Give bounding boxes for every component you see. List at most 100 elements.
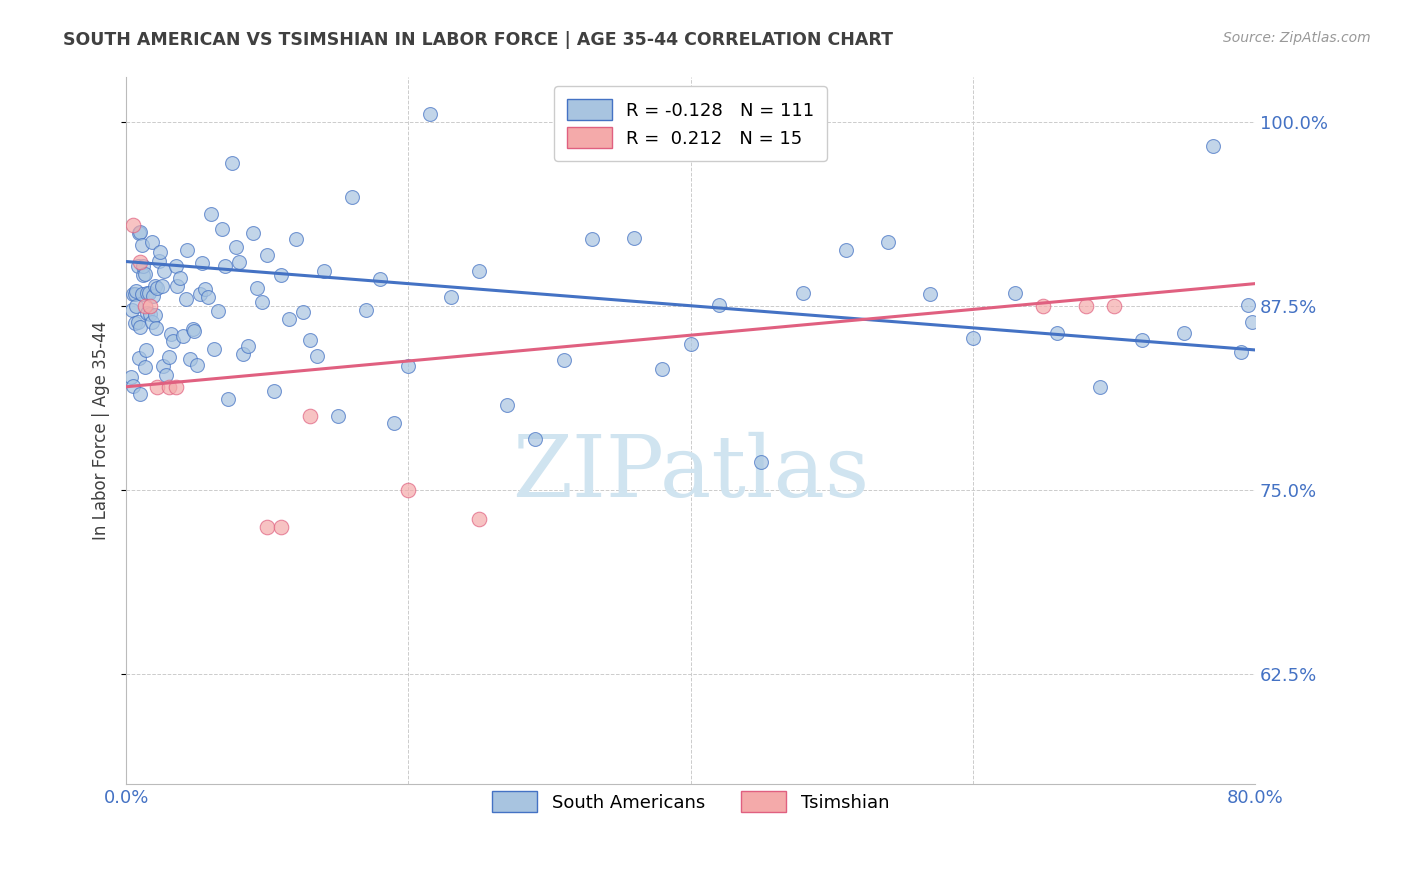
Point [194,283,217,297]
Point [382,417,405,431]
Point [225,240,247,254]
Point [136,306,159,320]
Point [1004,286,1026,301]
Point [1130,334,1153,348]
Point [129,387,152,401]
Point [291,305,314,319]
Point [284,232,307,246]
Point [122,218,145,232]
Point [122,287,145,301]
Point [143,308,166,322]
Point [125,284,148,298]
Point [1074,299,1097,313]
Point [877,235,900,250]
Point [172,329,194,343]
Point [398,359,420,373]
Point [146,281,169,295]
Point [128,226,150,240]
Point [183,324,205,338]
Point [920,287,942,301]
Point [211,222,233,236]
Text: SOUTH AMERICAN VS TSIMSHIAN IN LABOR FORCE | AGE 35-44 CORRELATION CHART: SOUTH AMERICAN VS TSIMSHIAN IN LABOR FOR… [63,31,893,49]
Point [440,290,463,304]
Point [202,342,225,356]
Point [962,331,984,345]
Point [263,384,285,399]
Point [553,353,575,368]
Point [1173,326,1195,340]
Point [176,243,198,257]
Point [200,207,222,221]
Point [246,281,269,295]
Point [188,287,211,301]
Point [197,290,219,304]
Point [153,263,176,277]
Point [419,107,441,121]
Point [468,512,491,526]
Point [148,253,170,268]
Point [139,299,162,313]
Point [250,295,273,310]
Point [152,359,174,373]
Point [139,307,162,321]
Point [124,287,146,301]
Point [143,279,166,293]
Point [145,321,167,335]
Point [121,303,143,318]
Point [221,155,243,169]
Point [256,248,278,262]
Point [236,339,259,353]
Point [191,256,214,270]
Point [1046,326,1069,340]
Point [138,285,160,300]
Point [340,190,363,204]
Point [228,255,250,269]
Point [129,225,152,239]
Point [707,298,730,312]
Point [136,285,159,300]
Point [496,398,519,412]
Point [368,272,391,286]
Point [1241,315,1264,329]
Point [149,245,172,260]
Point [165,380,187,394]
Point [749,454,772,468]
Point [398,483,420,497]
Point [120,370,142,384]
Point [270,268,292,282]
Point [134,267,156,281]
Point [150,278,173,293]
Point [217,392,239,406]
Point [207,304,229,318]
Point [298,333,321,347]
Point [792,285,814,300]
Point [162,334,184,349]
Point [131,238,153,252]
Point [169,271,191,285]
Point [127,315,149,329]
Point [1088,380,1111,394]
Point [1102,299,1125,313]
Point [165,259,187,273]
Point [651,362,673,376]
Point [581,232,603,246]
Point [127,259,149,273]
Point [141,235,163,249]
Point [134,359,156,374]
Point [468,264,491,278]
Point [134,299,156,313]
Text: Source: ZipAtlas.com: Source: ZipAtlas.com [1223,31,1371,45]
Point [326,409,349,423]
Text: ZIPatlas: ZIPatlas [512,432,869,515]
Point [232,347,254,361]
Point [124,316,146,330]
Y-axis label: In Labor Force | Age 35-44: In Labor Force | Age 35-44 [93,321,110,541]
Point [1236,298,1258,312]
Point [146,380,169,394]
Point [835,244,858,258]
Point [256,519,278,533]
Point [1229,344,1251,359]
Point [181,322,204,336]
Point [1201,138,1223,153]
Point [242,226,264,240]
